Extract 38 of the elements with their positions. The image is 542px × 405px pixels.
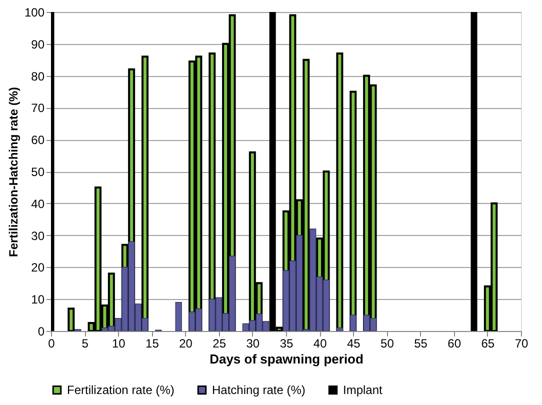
bar <box>68 308 75 331</box>
x-tick-label: 40 <box>313 336 328 350</box>
y-tick-label: 10 <box>31 292 45 307</box>
x-tick-label: 45 <box>346 336 361 350</box>
x-tick-label: 5 <box>82 336 89 350</box>
y-tick-label: 0 <box>38 324 45 338</box>
bar <box>336 52 344 331</box>
x-tick-label: 0 <box>48 336 56 350</box>
bar <box>350 314 356 331</box>
x-tick-label: 35 <box>280 336 294 350</box>
y-tick-label: 50 <box>31 165 45 179</box>
y-tick-label: 80 <box>31 69 45 84</box>
bar <box>175 302 182 331</box>
bar <box>350 90 357 331</box>
x-tick-label: 20 <box>179 336 193 350</box>
legend-label: Hatching rate (%) <box>212 383 306 398</box>
y-axis-title: Fertilization-Hatching rate (%) <box>6 86 20 258</box>
y-tick-label: 30 <box>31 228 45 243</box>
y-tick-label: 90 <box>31 37 45 52</box>
y-tick-label: 70 <box>31 101 45 116</box>
x-tick-label: 55 <box>414 336 428 350</box>
y-tick-label: 20 <box>31 260 45 275</box>
bar <box>336 328 344 331</box>
y-tick-label: 60 <box>31 133 45 148</box>
x-tick-label: 50 <box>380 336 394 350</box>
x-tick-label: 10 <box>112 336 126 350</box>
legend-label: Fertilization rate (%) <box>67 383 174 398</box>
x-tick-label: 60 <box>448 336 462 350</box>
bar <box>470 12 478 331</box>
x-tick-label: 25 <box>212 336 226 350</box>
y-tick-label: 40 <box>31 196 45 211</box>
x-tick-label: 65 <box>481 336 495 350</box>
x-axis-title: Days of spawning period <box>210 352 364 366</box>
legend-label: Implant <box>343 383 384 398</box>
y-tick-label: 100 <box>24 6 45 20</box>
x-tick-label: 30 <box>246 336 260 350</box>
x-tick-label: 15 <box>146 336 160 350</box>
x-tick-label: 70 <box>514 336 528 350</box>
